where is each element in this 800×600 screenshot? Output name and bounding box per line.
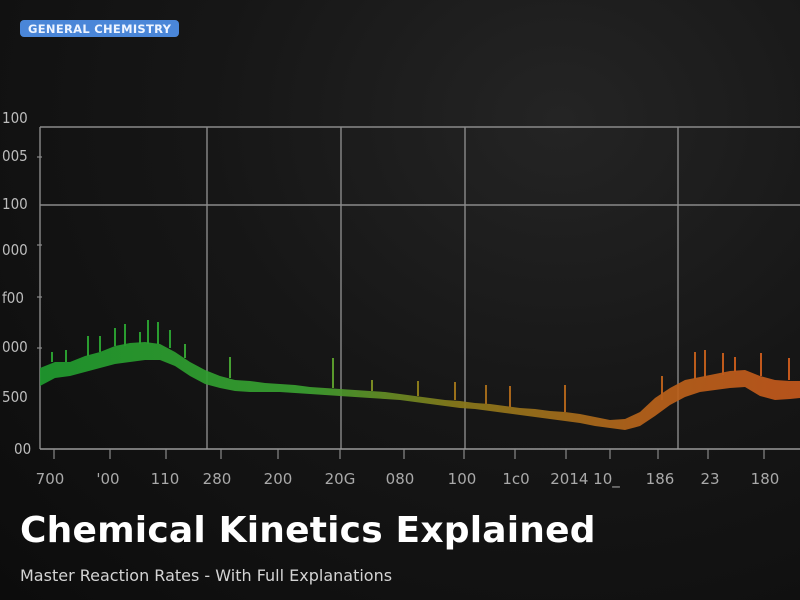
page-title: Chemical Kinetics Explained — [20, 510, 596, 551]
y-tick-label: 000 — [2, 241, 28, 259]
y-tick-label: 00 — [14, 440, 32, 458]
y-tick-label: 100 — [2, 195, 28, 213]
reaction-rate-chart: 100 005 100 000 f00 000 500 00 700 '00 1… — [0, 100, 800, 500]
x-tick-label: 2014 10_ — [550, 470, 620, 488]
page-subtitle: Master Reaction Rates - With Full Explan… — [20, 566, 393, 585]
x-axis-ticks — [53, 449, 765, 459]
x-tick-label: 23 — [700, 470, 720, 488]
y-axis-ticks — [37, 156, 42, 349]
category-badge: GENERAL CHEMISTRY — [20, 20, 180, 37]
x-tick-label: 186 — [645, 470, 675, 488]
y-tick-label: 500 — [2, 388, 28, 406]
x-tick-label: 1c0 — [502, 470, 530, 488]
y-tick-label: f00 — [2, 289, 24, 307]
y-tick-label: 005 — [2, 147, 28, 165]
x-tick-label: 20G — [324, 470, 356, 488]
x-tick-label: 180 — [750, 470, 780, 488]
x-tick-label: 280 — [202, 470, 232, 488]
x-tick-label: 200 — [263, 470, 293, 488]
x-tick-label: 110 — [150, 470, 180, 488]
x-tick-label: 700 — [35, 470, 65, 488]
y-tick-label: 100 — [2, 109, 28, 127]
x-tick-label: '00 — [96, 470, 120, 488]
rate-curve-band — [40, 342, 800, 430]
y-tick-label: 000 — [2, 338, 28, 356]
rate-curve-spikes — [51, 320, 790, 412]
x-tick-label: 080 — [385, 470, 415, 488]
chart-plot — [37, 126, 800, 459]
x-tick-label: 100 — [447, 470, 477, 488]
grid-lines — [39, 126, 800, 450]
